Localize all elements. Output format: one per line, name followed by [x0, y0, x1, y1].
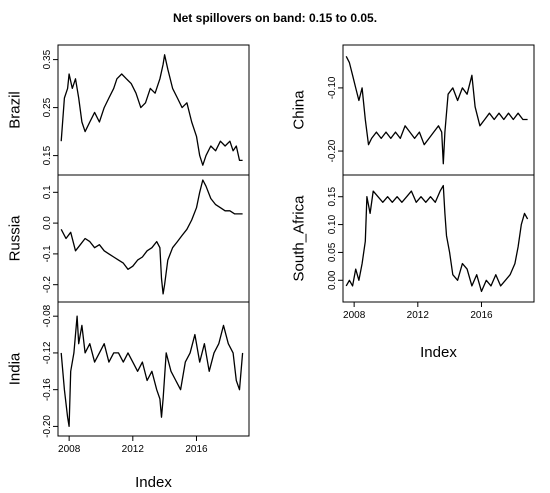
panel-russia: -0.2 -0.1 0.0 0.1 Russia: [6, 174, 250, 303]
panel-frame: [57, 44, 250, 176]
y-tick-label: -0.20: [327, 139, 338, 162]
y-tick-label: -0.12: [42, 341, 53, 364]
y-tick-label: -0.16: [42, 378, 53, 401]
y-tick-label: 0.25: [42, 97, 53, 117]
panel-brazil: 0.15 0.25 0.35 Brazil: [6, 44, 250, 176]
series-line-south_africa: [345, 184, 529, 293]
y-tick-label: 0.10: [327, 214, 338, 234]
y-tick-label: 0.00: [327, 270, 338, 290]
panel-south_africa: 0.00 0.05 0.10 0.15 South_Africa 2008 2012 2016…: [290, 174, 535, 361]
x-tick-label: 2008: [343, 310, 366, 321]
x-tick-label: 2016: [185, 444, 208, 455]
y-tick-label: 0.1: [42, 185, 53, 199]
panel-frame: [342, 44, 535, 176]
y-tick-label: -0.1: [42, 245, 53, 263]
y-tick-label: 0.15: [42, 145, 53, 165]
y-axis-label: South_Africa: [290, 195, 307, 282]
y-tick-label: -0.20: [42, 415, 53, 438]
y-tick-label: -0.10: [327, 76, 338, 99]
y-axis-label: Brazil: [6, 91, 23, 129]
panel-frame: [57, 301, 250, 437]
x-tick-label: 2008: [58, 444, 81, 455]
series-line-india: [60, 315, 244, 428]
y-axis-label: India: [6, 352, 23, 385]
y-tick-label: 0.15: [327, 187, 338, 207]
x-axis-label: Index: [420, 344, 457, 361]
y-axis-label: Russia: [6, 215, 23, 262]
series-line-brazil: [60, 54, 243, 166]
x-axis-label: Index: [135, 474, 172, 491]
y-tick-label: 0.0: [42, 216, 53, 230]
y-tick-label: 0.05: [327, 242, 338, 262]
x-tick-label: 2012: [122, 444, 145, 455]
x-tick-label: 2012: [407, 310, 430, 321]
x-tick-label: 2016: [470, 310, 493, 321]
y-tick-label: -0.2: [42, 276, 53, 294]
y-tick-label: -0.08: [42, 304, 53, 327]
chart-title: Net spillovers on band: 0.15 to 0.05.: [173, 11, 377, 25]
panel-frame: [57, 174, 250, 303]
panel-frame: [342, 174, 535, 303]
panel-china: -0.20 -0.10 China: [290, 44, 535, 176]
series-line-russia: [60, 179, 243, 295]
panel-india: -0.20 -0.16 -0.12 -0.08 India 2008 2012 2016 Ind…: [6, 301, 250, 491]
series-line-china: [345, 56, 528, 165]
y-axis-label: China: [290, 90, 307, 130]
y-tick-label: 0.35: [42, 49, 53, 69]
